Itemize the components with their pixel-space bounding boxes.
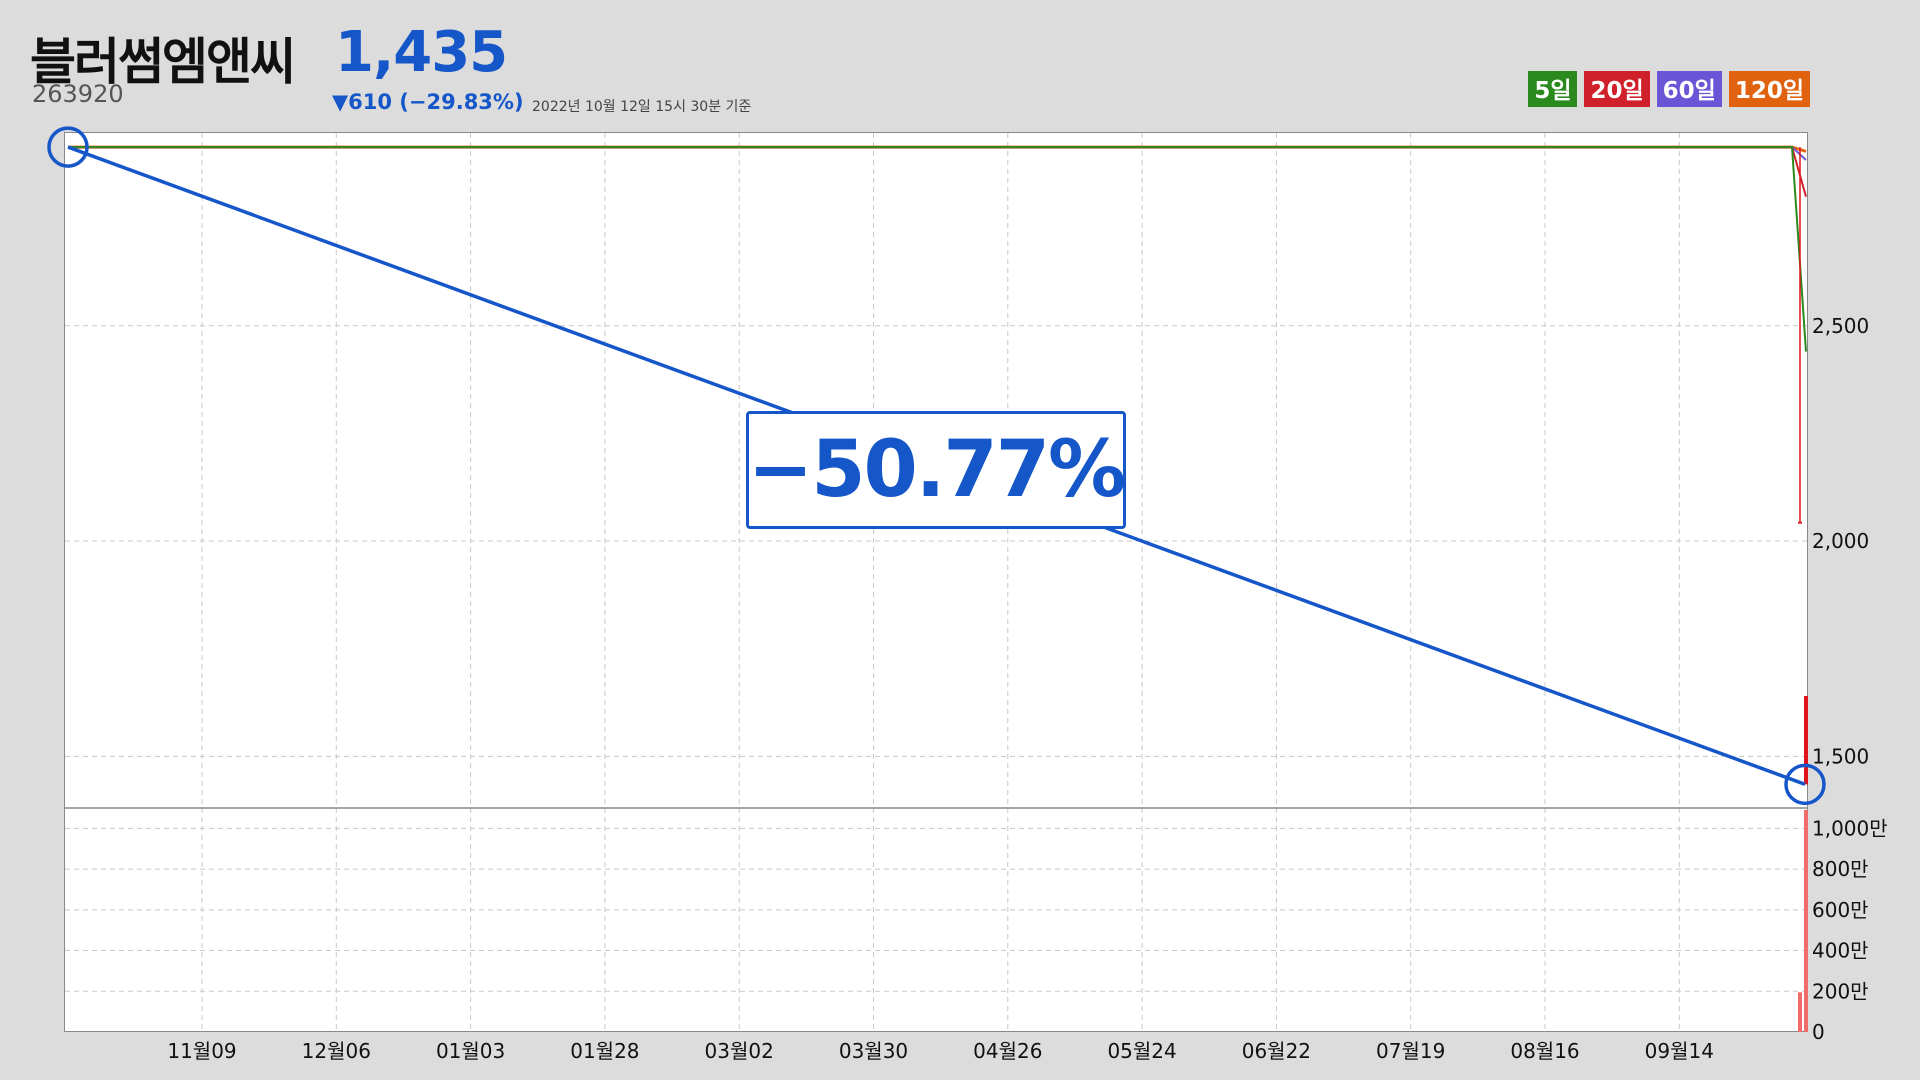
ma-legend: 5일 20일 60일 120일 [1528,71,1810,107]
price-tick-label: 1,500 [1812,744,1869,768]
x-tick-label: 01월28 [570,1039,639,1063]
x-tick-label: 01월03 [436,1039,505,1063]
price-tick-label: 2,000 [1812,529,1869,553]
legend-ma120[interactable]: 120일 [1728,71,1810,107]
x-tick-label: 07월19 [1376,1039,1445,1063]
chart-frame [64,132,1808,1032]
x-tick-label: 12월06 [302,1039,371,1063]
x-tick-label: 04월26 [973,1039,1042,1063]
as-of-timestamp: 2022년 10월 12일 15시 30분 기준 [532,99,752,115]
volume-tick-label: 600만 [1812,898,1869,922]
volume-bar [1798,992,1802,1032]
x-tick-label: 06월22 [1242,1039,1311,1063]
volume-tick-label: 800만 [1812,857,1869,881]
legend-ma5[interactable]: 5일 [1528,71,1578,107]
candle-body [1804,696,1808,785]
stock-name: 블러썸엠앤씨 [30,33,296,91]
volume-tick-label: 0 [1812,1020,1825,1044]
price-tick-label: 2,500 [1812,314,1869,338]
x-tick-label: 03월02 [705,1039,774,1063]
x-tick-label: 09월14 [1645,1039,1714,1063]
volume-tick-label: 400만 [1812,939,1869,963]
stock-price: 1,435 [335,20,508,85]
x-tick-label: 08월16 [1510,1039,1579,1063]
legend-ma60[interactable]: 60일 [1656,71,1722,107]
x-tick-label: 05월24 [1107,1039,1176,1063]
trend-start-marker [47,126,89,168]
ma-line-5일 [68,146,1807,352]
x-tick-label: 03월30 [839,1039,908,1063]
stock-code: 263920 [32,80,124,108]
candle-body [1798,521,1802,524]
volume-tick-label: 1,000만 [1812,816,1888,840]
price-change: ▼610 (−29.83%) [332,90,524,114]
legend-ma20[interactable]: 20일 [1584,71,1650,107]
trend-end-marker [1784,763,1826,806]
x-tick-label: 11월09 [167,1039,236,1063]
change-annotation: −50.77% [746,411,1126,529]
volume-bar [1804,810,1808,1032]
volume-tick-label: 200만 [1812,979,1869,1003]
